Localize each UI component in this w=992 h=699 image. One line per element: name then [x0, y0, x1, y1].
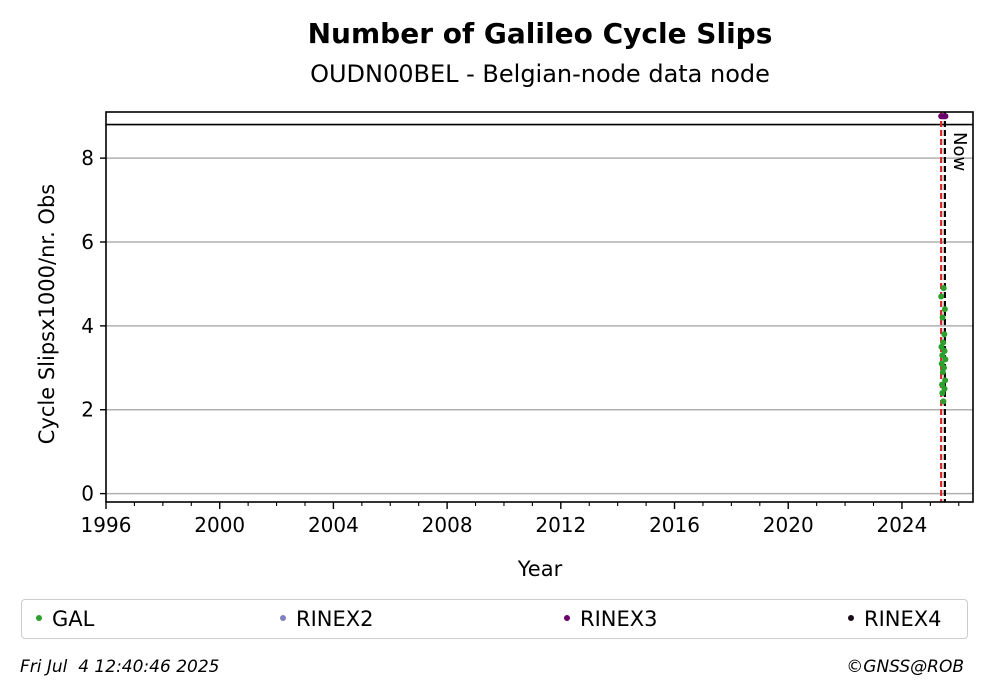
x-axis-label: Year	[517, 557, 563, 581]
legend-marker-rinex3	[564, 615, 570, 621]
legend-label-rinex4: RINEX4	[864, 607, 942, 631]
legend-label-rinex3: RINEX3	[580, 607, 658, 631]
y-tick-label-4: 4	[81, 314, 94, 338]
y-tick-label-0: 0	[81, 482, 94, 506]
point-gal-10	[940, 285, 947, 292]
point-rinex3-4	[942, 113, 949, 120]
x-tick-label-2000: 2000	[194, 513, 245, 537]
legend-item-rinex4: RINEX4	[848, 608, 942, 630]
legend-item-gal: GAL	[36, 608, 94, 630]
point-gal-12	[941, 331, 948, 338]
x-tick-label-2004: 2004	[308, 513, 359, 537]
point-gal-6	[939, 314, 946, 321]
plot-frame	[105, 111, 974, 503]
chart-subtitle: OUDN00BEL - Belgian-node data node	[310, 60, 770, 88]
point-gal-15	[941, 306, 948, 313]
legend-item-rinex3: RINEX3	[564, 608, 658, 630]
y-tick-label-8: 8	[81, 146, 94, 170]
x-tick-label-2024: 2024	[876, 513, 927, 537]
point-gal-16	[942, 377, 949, 384]
legend-label-rinex2: RINEX2	[296, 607, 374, 631]
x-tick-label-2012: 2012	[535, 513, 586, 537]
x-tick-label-2016: 2016	[649, 513, 700, 537]
legend-marker-rinex2	[280, 615, 286, 621]
point-gal-0	[938, 293, 945, 300]
x-tick-label-1996: 1996	[81, 513, 132, 537]
legend-marker-gal	[36, 615, 42, 621]
legend-label-gal: GAL	[52, 607, 95, 631]
point-gal-8	[940, 339, 947, 346]
y-axis-label: Cycle Slipsx1000/nr. Obs	[35, 184, 59, 444]
x-tick-label-2008: 2008	[422, 513, 473, 537]
point-gal-9	[940, 398, 947, 405]
footer-credit: ©GNSS@ROB	[846, 657, 964, 677]
legend-marker-rinex4	[848, 615, 854, 621]
legend-item-rinex2: RINEX2	[280, 608, 374, 630]
point-gal-17	[942, 356, 949, 363]
chart-title: Number of Galileo Cycle Slips	[308, 17, 773, 50]
point-gal-14	[941, 348, 948, 355]
now-label: Now	[949, 132, 970, 171]
footer-timestamp: Fri Jul 4 12:40:46 2025	[20, 657, 220, 677]
y-tick-label-6: 6	[81, 230, 94, 254]
legend: GAL RINEX2 RINEX3 RINEX4	[21, 599, 968, 639]
point-gal-13	[941, 385, 948, 392]
y-tick-label-2: 2	[81, 398, 94, 422]
point-gal-11	[941, 364, 948, 371]
x-tick-label-2020: 2020	[763, 513, 814, 537]
